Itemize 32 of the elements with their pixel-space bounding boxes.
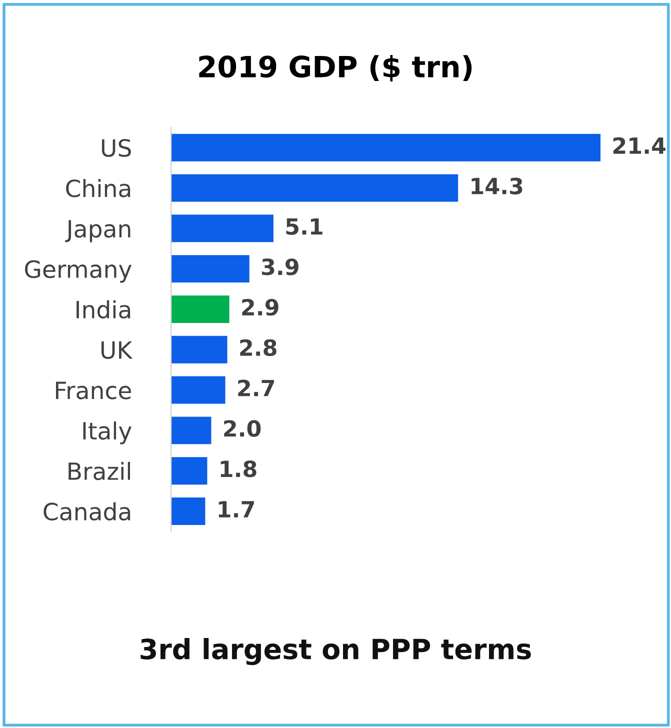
data-label: 3.9 (262, 258, 298, 276)
y-tick-label: Brazil (68, 462, 130, 480)
y-tick-label: UK (102, 341, 133, 359)
data-label: 2.8 (240, 339, 276, 356)
y-tick-label: Canada (44, 502, 130, 521)
y-tick-label: Italy (83, 421, 132, 444)
bar (171, 295, 230, 323)
y-tick-label: Germany (25, 260, 132, 283)
text: 3rd largest on PPP terms (140, 638, 531, 666)
data-label: 2.0 (224, 420, 261, 437)
bar (171, 498, 206, 525)
y-tick-label: France (56, 382, 131, 400)
bar (171, 134, 601, 162)
data-label: 1.7 (218, 501, 254, 518)
data-label: 1.8 (220, 460, 256, 478)
chart-title: 2019 GDP ($ trn) (199, 55, 472, 82)
y-tick-label: China (66, 179, 130, 198)
y-tick-label: US (102, 139, 131, 157)
data-label: 14.3 (472, 178, 522, 194)
data-label: 2.9 (242, 298, 278, 316)
bar (171, 457, 208, 485)
bar (171, 174, 458, 202)
bar (171, 255, 250, 283)
bar (171, 416, 212, 444)
bar (171, 376, 226, 404)
data-label: 2.7 (238, 380, 274, 396)
bar (171, 214, 274, 242)
bar (171, 336, 228, 364)
data-label: 21.4 (613, 137, 666, 154)
y-tick-label: Japan (65, 220, 130, 242)
y-tick-label: India (76, 300, 130, 319)
data-label: 5.1 (286, 218, 322, 235)
